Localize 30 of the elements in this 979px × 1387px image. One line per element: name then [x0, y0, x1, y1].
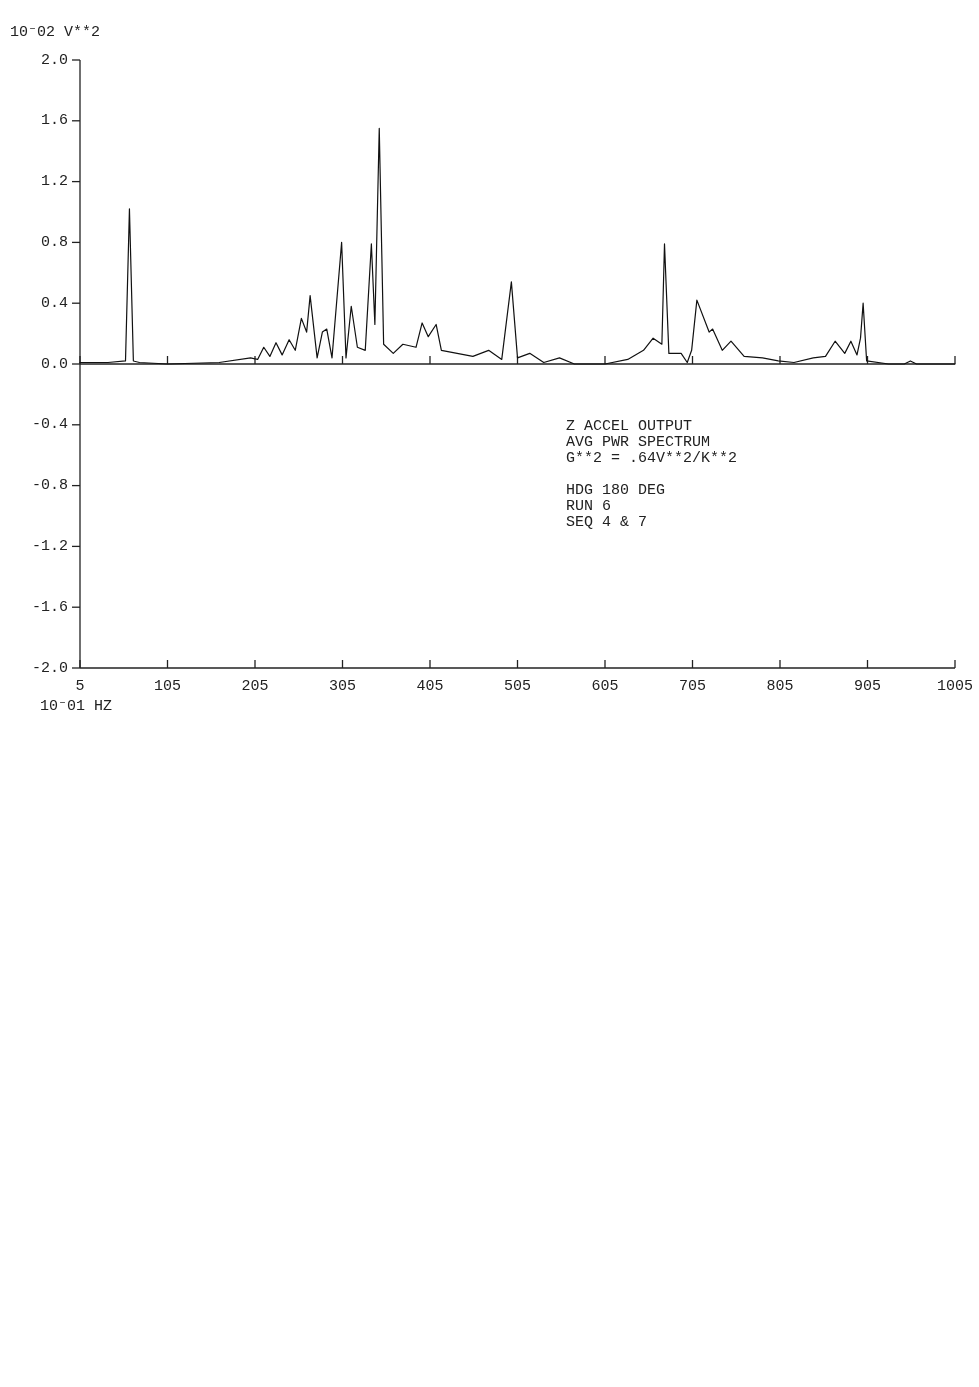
x-tick-label: 205 [241, 678, 269, 695]
x-tick-label: 805 [766, 678, 794, 695]
y-tick-label: 1.6 [40, 112, 68, 130]
y-tick-label: -1.2 [31, 537, 68, 555]
x-tick-label: 905 [853, 678, 882, 695]
y-tick-label: -2.0 [31, 659, 68, 677]
y-axis-title: 10⁻02 V**2 [10, 24, 101, 41]
annotation: AVG PWR SPECTRUM [566, 434, 711, 451]
y-tick-label: 0.8 [40, 233, 68, 251]
x-tick-label: 705 [678, 678, 707, 695]
x-tick-label: 405 [416, 678, 444, 695]
annotation: G**2 = .64V**2/K**2 [566, 450, 738, 467]
annotation: SEQ 4 & 7 [566, 514, 648, 531]
x-tick-label: 605 [591, 678, 619, 695]
y-tick-label: 2.0 [40, 51, 68, 69]
x-axis-title: 10⁻01 HZ [40, 698, 113, 715]
x-tick-label: 5 [75, 678, 85, 695]
y-tick-label: -0.8 [31, 477, 68, 495]
annotation: Z ACCEL OUTPUT [566, 418, 693, 435]
x-tick-label: 505 [503, 678, 532, 695]
y-tick-label: 0.0 [40, 355, 68, 373]
annotation: HDG 180 DEG [566, 482, 666, 499]
y-tick-label: 1.2 [40, 173, 68, 191]
x-tick-label: 305 [328, 678, 357, 695]
annotation: RUN 6 [566, 498, 612, 515]
x-tick-label: 105 [153, 678, 182, 695]
y-tick-label: -0.4 [31, 416, 68, 434]
x-tick-label: 1005 [936, 678, 974, 695]
y-tick-label: -1.6 [31, 598, 68, 616]
y-tick-label: 0.4 [40, 294, 68, 312]
